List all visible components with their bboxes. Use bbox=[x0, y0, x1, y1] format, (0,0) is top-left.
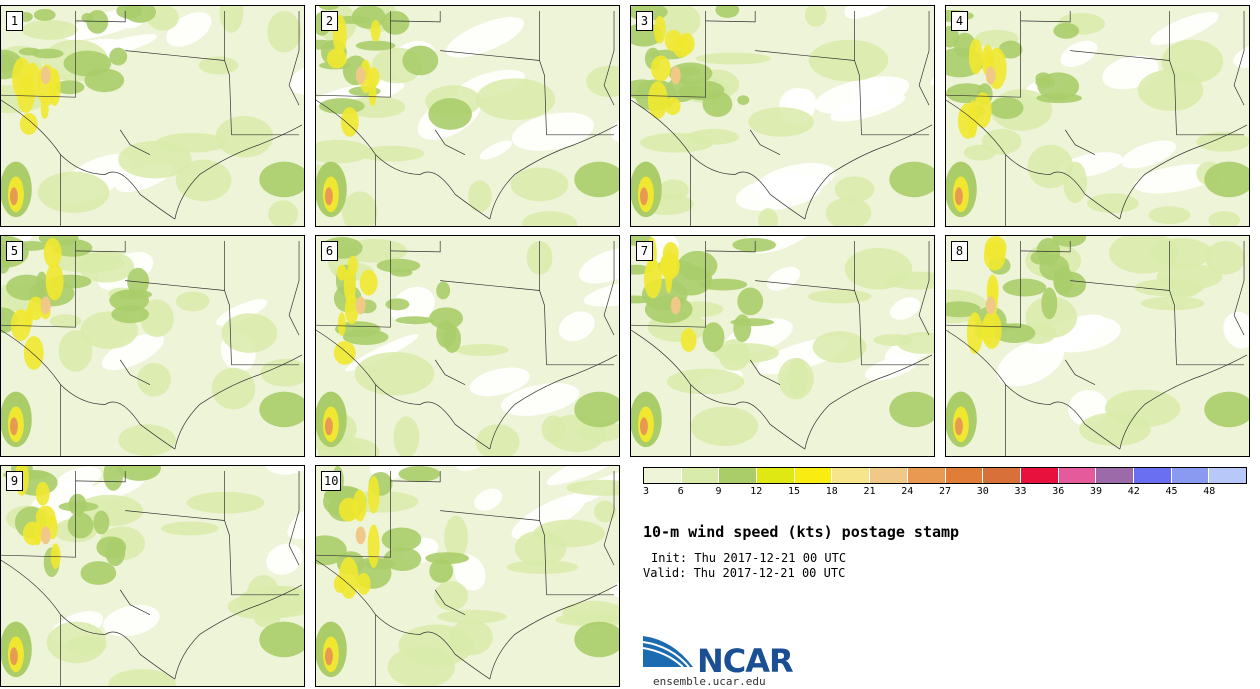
ncar-logo-text: NCAR bbox=[697, 642, 794, 680]
map-panel: 8 bbox=[945, 235, 1250, 457]
map-panel: 6 bbox=[315, 235, 620, 457]
panel-number: 5 bbox=[6, 241, 23, 261]
valid-time: Valid: Thu 2017-12-21 00 UTC bbox=[643, 566, 846, 580]
wind-speed-map bbox=[1, 236, 304, 456]
wind-speed-map bbox=[631, 6, 934, 226]
wind-speed-map bbox=[316, 236, 619, 456]
colorbar-tick-label: 3 bbox=[643, 486, 650, 497]
colorbar-tick-label: 21 bbox=[863, 486, 876, 497]
colorbar-segment bbox=[1133, 468, 1172, 483]
colorbar-segment bbox=[644, 468, 682, 483]
map-panel: 10 bbox=[315, 465, 620, 687]
map-panel: 9 bbox=[0, 465, 305, 687]
ncar-logo-icon bbox=[643, 636, 693, 668]
wind-speed-map bbox=[1, 6, 304, 226]
wind-speed-map bbox=[946, 6, 1249, 226]
panel-number: 9 bbox=[6, 471, 23, 491]
map-panel: 4 bbox=[945, 5, 1250, 227]
colorbar-segment bbox=[681, 468, 720, 483]
colorbar-segment bbox=[757, 468, 795, 483]
wind-speed-map bbox=[631, 236, 934, 456]
colorbar-tick-label: 24 bbox=[901, 486, 914, 497]
colorbar-tick-label: 33 bbox=[1014, 486, 1027, 497]
chart-title: 10-m wind speed (kts) postage stamp bbox=[643, 523, 960, 541]
colorbar-segment bbox=[1058, 468, 1097, 483]
panel-number: 6 bbox=[321, 241, 338, 261]
init-time: Init: Thu 2017-12-21 00 UTC bbox=[651, 551, 847, 565]
panel-number: 4 bbox=[951, 11, 968, 31]
colorbar-tick-label: 39 bbox=[1089, 486, 1103, 497]
colorbar-tick-label: 45 bbox=[1165, 486, 1178, 497]
colorbar-tick-label: 30 bbox=[976, 486, 989, 497]
colorbar-tick-label: 6 bbox=[677, 486, 684, 497]
panel-number: 1 bbox=[6, 11, 23, 31]
colorbar-tick-label: 27 bbox=[938, 486, 952, 497]
map-panel: 5 bbox=[0, 235, 305, 457]
colorbar-tick-label: 48 bbox=[1203, 486, 1216, 497]
colorbar-segment bbox=[907, 468, 946, 483]
colorbar-segment bbox=[719, 468, 758, 483]
map-panel: 7 bbox=[630, 235, 935, 457]
panel-number: 2 bbox=[321, 11, 338, 31]
colorbar-tick-label: 42 bbox=[1127, 486, 1140, 497]
colorbar-segment bbox=[1171, 468, 1210, 483]
colorbar-tick-label: 9 bbox=[715, 486, 722, 497]
wind-speed-map bbox=[946, 236, 1249, 456]
wind-speed-map bbox=[316, 6, 619, 226]
panel-number: 3 bbox=[636, 11, 653, 31]
map-panel: 2 bbox=[315, 5, 620, 227]
colorbar-segment bbox=[832, 468, 871, 483]
panel-number: 10 bbox=[321, 471, 342, 491]
colorbar-tick-label: 36 bbox=[1052, 486, 1065, 497]
map-panel: 1 bbox=[0, 5, 305, 227]
panel-number: 7 bbox=[636, 241, 653, 261]
colorbar-segment bbox=[983, 468, 1021, 483]
colorbar-segment bbox=[870, 468, 908, 483]
site-url: ensemble.ucar.edu bbox=[653, 675, 766, 688]
colorbar-segment bbox=[1209, 468, 1246, 483]
colorbar bbox=[643, 467, 1247, 484]
colorbar-ticks: 3 6 9 12 15 18 21 24 27 30 33 36 39 42 45 48 bbox=[643, 486, 1247, 500]
panel-number: 8 bbox=[951, 241, 968, 261]
colorbar-tick-label: 12 bbox=[750, 486, 763, 497]
colorbar-tick-label: 18 bbox=[825, 486, 838, 497]
colorbar-segment bbox=[1096, 468, 1134, 483]
wind-speed-map bbox=[316, 466, 619, 686]
colorbar-segment bbox=[945, 468, 984, 483]
wind-speed-map bbox=[1, 466, 304, 686]
colorbar-tick-label: 15 bbox=[787, 486, 801, 497]
colorbar-segment bbox=[794, 468, 833, 483]
map-panel: 3 bbox=[630, 5, 935, 227]
colorbar-segment bbox=[1020, 468, 1059, 483]
